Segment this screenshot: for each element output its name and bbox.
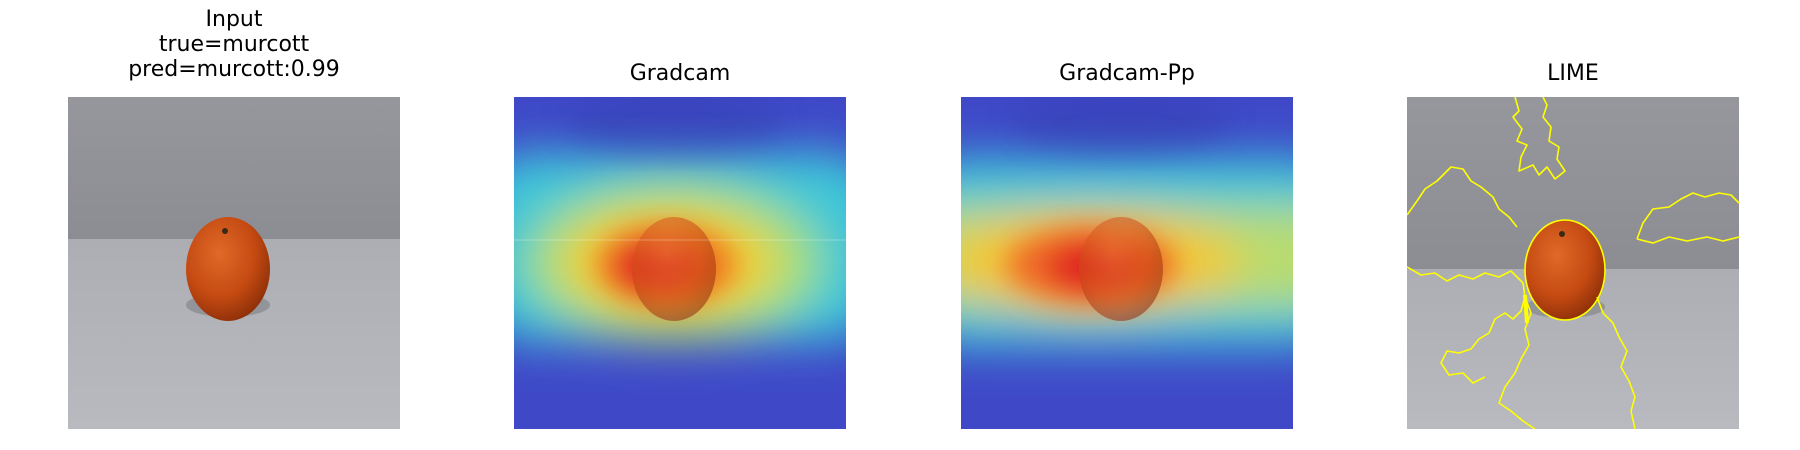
gradcam-title-text: Gradcam	[629, 61, 731, 86]
gradcam-pp-title-text: Gradcam-Pp	[1059, 61, 1195, 86]
lime-title: LIME	[1407, 61, 1739, 86]
input-title-line-2: true=murcott	[158, 32, 310, 57]
lime-title-text: LIME	[1547, 61, 1599, 86]
lime-explanation	[1407, 97, 1739, 429]
input-title-line-3: pred=murcott:0.99	[128, 57, 340, 82]
gradcam-heatmap	[514, 97, 846, 429]
gradcam-pp-title: Gradcam-Pp	[961, 61, 1293, 86]
input-title-line-1: Input	[205, 7, 263, 32]
gradcam-pp-heatmap	[961, 97, 1293, 429]
gradcam-title: Gradcam	[514, 61, 846, 86]
input-title: Input true=murcott pred=murcott:0.99	[68, 7, 400, 82]
input-image	[68, 97, 400, 429]
